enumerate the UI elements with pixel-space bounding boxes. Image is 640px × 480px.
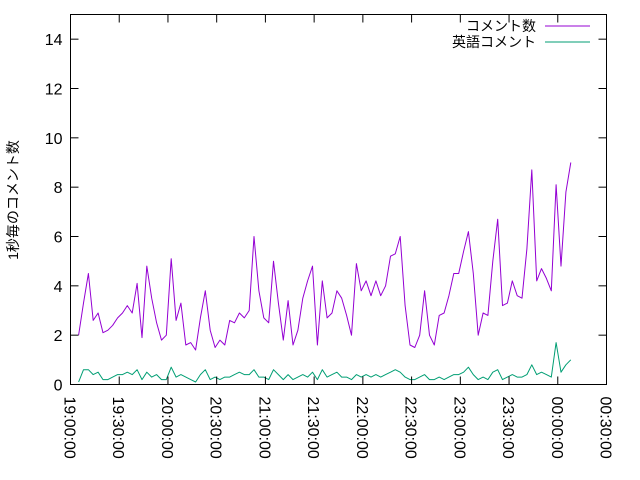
x-tick-label: 21:00:00 bbox=[255, 397, 272, 459]
x-axis: 19:00:00 19:30:00 20:00:00 20:30:00 21:00:00… bbox=[61, 14, 614, 459]
plot-lines bbox=[78, 162, 572, 383]
y-tick-label: 0 bbox=[54, 378, 63, 395]
x-tick-label: 23:30:00 bbox=[499, 397, 516, 459]
y-axis: 0 2 4 6 8 10 12 14 bbox=[45, 32, 607, 395]
x-tick-label: 19:00:00 bbox=[61, 397, 78, 459]
x-tick-label: 22:00:00 bbox=[353, 397, 370, 459]
y-tick-label: 12 bbox=[45, 82, 63, 99]
series-line bbox=[78, 162, 572, 351]
x-tick-label: 00:30:00 bbox=[597, 397, 614, 459]
legend-label: コメント数 bbox=[466, 18, 536, 34]
x-tick-label: 19:30:00 bbox=[109, 397, 126, 459]
plot-frame bbox=[70, 14, 607, 385]
x-tick-label: 21:30:00 bbox=[304, 397, 321, 459]
y-tick-label: 10 bbox=[45, 131, 63, 148]
y-axis-label: 1秒毎のコメント数 bbox=[5, 140, 21, 260]
y-tick-label: 14 bbox=[45, 32, 63, 49]
y-tick-label: 6 bbox=[54, 230, 63, 247]
x-tick-label: 22:30:00 bbox=[402, 397, 419, 459]
x-tick-label: 20:00:00 bbox=[158, 397, 175, 459]
x-tick-label: 20:30:00 bbox=[207, 397, 224, 459]
series-line bbox=[78, 342, 572, 383]
y-tick-label: 2 bbox=[54, 328, 63, 345]
y-tick-label: 4 bbox=[54, 279, 63, 296]
x-tick-label: 00:00:00 bbox=[548, 397, 565, 459]
legend-label: 英語コメント bbox=[452, 34, 536, 50]
x-tick-label: 23:00:00 bbox=[450, 397, 467, 459]
y-tick-label: 8 bbox=[54, 180, 63, 197]
